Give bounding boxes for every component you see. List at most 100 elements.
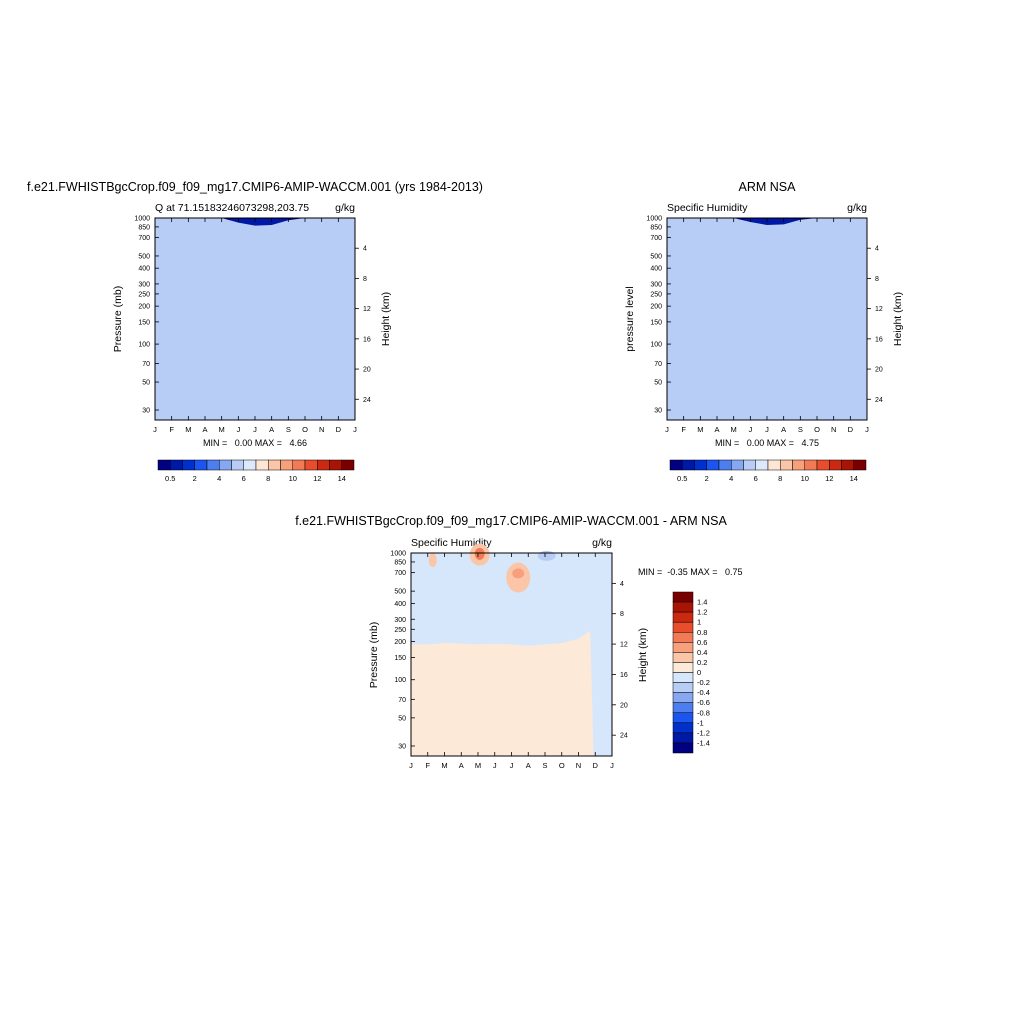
panel-model-colorbar: 0.5 2 4 6 8 10 12 14	[157, 459, 355, 483]
panel-model-colorbar-box	[194, 459, 208, 471]
panel-obs-colorbar-box	[682, 459, 695, 471]
panel-model-colorbar-label: 2	[193, 474, 197, 483]
panel-obs-colorbar-box	[743, 459, 756, 471]
panel-diff-ytick-label: 30	[398, 743, 406, 750]
panel-obs-right-subtitle: g/kg	[847, 202, 867, 214]
panel-diff-colorbar-label: 1	[697, 618, 701, 627]
panel-model-xtick-label: S	[286, 425, 291, 434]
panel-obs-xtick-label: A	[714, 425, 719, 434]
diff-anomaly-may-core	[474, 547, 485, 560]
panel-diff-xtick-label: J	[510, 761, 514, 770]
panel-obs-left-subtitle: Specific Humidity	[667, 202, 748, 214]
panel-model-xtick-label: J	[353, 425, 357, 434]
panel-obs-xtick-label: N	[831, 425, 836, 434]
panel-diff-ytick-label: 500	[394, 589, 406, 596]
panel-model-ytick-right-label: 20	[363, 367, 371, 374]
panel-obs-ytick-label: 100	[650, 342, 662, 349]
panel-model-ytick-right-label: 8	[363, 276, 367, 283]
panel-obs-ytick-right-label: 16	[875, 336, 883, 343]
panel-model-colorbar-label: 6	[242, 474, 246, 483]
panel-model-colorbar-box	[219, 459, 232, 471]
panel-diff-colorbar-box	[672, 662, 694, 673]
panel-obs: ARM NSA Specific Humidity g/kg J F M A M J J A S…	[624, 180, 904, 483]
panel-diff-colorbar-box	[672, 652, 694, 663]
panel-model-colorbar-box	[341, 459, 355, 471]
diff-negative-bulge	[588, 572, 612, 756]
panel-model-xtick-label: O	[302, 425, 308, 434]
panel-obs-xtick-label: D	[848, 425, 854, 434]
panel-model-ytick-label: 300	[138, 281, 150, 288]
panel-diff-left-subtitle: Specific Humidity	[411, 537, 492, 549]
panel-diff-ytick-label: 300	[394, 617, 406, 624]
panel-diff-stats: MIN = -0.35 MAX = 0.75	[638, 567, 743, 577]
panel-diff-ytick-label: 150	[394, 655, 406, 662]
panel-obs-ytick-label: 250	[650, 291, 662, 298]
panel-model-title: f.e21.FWHISTBgcCrop.f09_f09_mg17.CMIP6-A…	[27, 180, 483, 194]
panel-diff-colorbar-label: -0.8	[697, 708, 710, 717]
panel-model-colorbar-label: 12	[313, 474, 321, 483]
panel-model-colorbar-box	[304, 459, 318, 471]
panel-obs-colorbar-label: 12	[825, 474, 833, 483]
panel-diff-ytick-label: 50	[398, 715, 406, 722]
panel-diff-colorbar-label: 0	[697, 668, 701, 677]
panel-obs-colorbar-box	[718, 459, 732, 471]
panel-obs-stats: MIN = 0.00 MAX = 4.75	[715, 438, 819, 448]
panel-obs-ytick-right-label: 12	[875, 306, 883, 313]
panel-diff-colorbar-label: -0.4	[697, 688, 710, 697]
panel-model-xtick-label: J	[236, 425, 240, 434]
panel-model-ytick-right-label: 16	[363, 336, 371, 343]
panel-obs-ytick-label: 850	[650, 224, 662, 231]
panel-model-ytick-label: 100	[138, 342, 150, 349]
panel-obs-ytick-label: 200	[650, 304, 662, 311]
panel-diff-ytick-label: 400	[394, 601, 406, 608]
panel-diff-colorbar-box	[672, 632, 694, 643]
panel-diff-ytick-label: 100	[394, 677, 406, 684]
panel-obs-colorbar: 0.5 2 4 6 8 10 12 14	[669, 459, 867, 483]
panel-diff-colorbar-label: -1	[697, 718, 704, 727]
panel-obs-colorbar-box	[841, 459, 854, 471]
panel-obs-ylabel-right: Height (km)	[892, 292, 904, 346]
panel-obs-colorbar-box	[804, 459, 818, 471]
panel-diff-colorbar-box	[672, 682, 694, 693]
panel-obs-ytick-label: 150	[650, 319, 662, 326]
panel-diff-ytick-label: 850	[394, 559, 406, 566]
panel-obs-xtick-label: F	[681, 425, 686, 434]
panel-model-ytick-right-label: 12	[363, 306, 371, 313]
panel-diff-xtick-label: N	[576, 761, 581, 770]
panel-obs-colorbar-label: 10	[801, 474, 809, 483]
panel-model-colorbar-box	[268, 459, 281, 471]
panel-obs-colorbar-label: 4	[729, 474, 733, 483]
diff-anomaly-jul-core	[512, 568, 525, 579]
panel-obs-ytick-right-label: 4	[875, 246, 879, 253]
panel-model-colorbar-box	[243, 459, 257, 471]
panel-diff-ytick-right-label: 8	[620, 611, 624, 618]
panel-diff-colorbar-box	[672, 732, 694, 744]
contour-level-6	[667, 218, 867, 420]
panel-model-ytick-label: 400	[138, 266, 150, 273]
panel-model-axes: J F M A M J J A S O N D J 30 50 70 100 150 200 250 300 400 500…	[134, 216, 370, 435]
panel-model-ytick-label: 200	[138, 304, 150, 311]
panel-diff-ylabel-right: Height (km)	[637, 628, 649, 682]
panel-model-colorbar-box	[317, 459, 330, 471]
panel-model-colorbar-box	[329, 459, 342, 471]
panel-diff-colorbar-box	[672, 621, 694, 633]
panel-model-xtick-label: M	[219, 425, 225, 434]
panel-obs-colorbar-box	[755, 459, 769, 471]
panel-model-ytick-label: 30	[142, 408, 150, 415]
panel-diff-colorbar-box	[672, 642, 694, 653]
panel-diff-colorbar-box	[672, 672, 694, 683]
panel-obs-ytick-label: 30	[654, 408, 662, 415]
panel-diff-colorbar-label: -0.6	[697, 698, 710, 707]
panel-model-colorbar-box	[182, 459, 195, 471]
panel-obs-ytick-label: 700	[650, 235, 662, 242]
panel-model-colorbar-box	[231, 459, 244, 471]
panel-model-colorbar-label: 14	[338, 474, 346, 483]
panel-model-stats: MIN = 0.00 MAX = 4.66	[203, 438, 307, 448]
panel-obs-colorbar-box	[816, 459, 830, 471]
panel-diff-colorbar-box	[672, 601, 694, 613]
panel-model-colorbar-label: 0.5	[165, 474, 175, 483]
panel-diff-colorbar-label: -1.2	[697, 728, 710, 737]
panel-model-colorbar-box	[157, 459, 171, 471]
panel-obs-ytick-right-label: 24	[875, 397, 883, 404]
